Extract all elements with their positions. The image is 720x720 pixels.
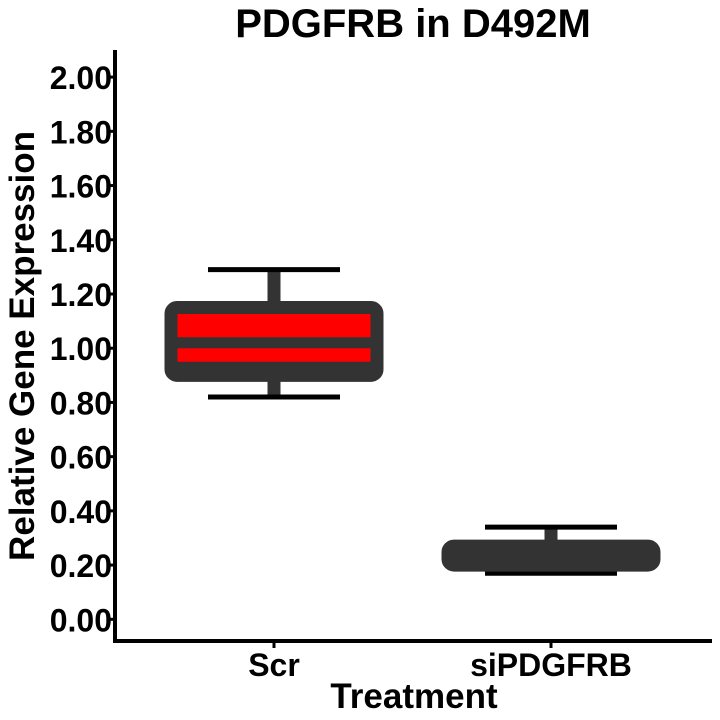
y-tick-label: 1.80 — [50, 114, 112, 150]
x-axis-ticks: Scr siPDGFRB — [248, 641, 632, 683]
y-tick-label: 1.60 — [50, 169, 112, 205]
y-tick-label: 0.00 — [50, 602, 112, 638]
plot-area — [164, 267, 661, 576]
y-tick-label: 0.20 — [50, 548, 112, 584]
y-axis-ticks: 0.00 0.20 0.40 0.60 0.80 1.00 1.20 1.40 1.60 1.80… — [50, 60, 115, 638]
y-tick-label: 2.00 — [50, 60, 112, 96]
x-axis-title: Treatment — [330, 677, 498, 716]
x-tick-label: Scr — [248, 647, 300, 683]
box-scr — [164, 267, 384, 400]
y-tick-label: 0.80 — [50, 385, 112, 421]
chart-title: PDGFRB in D492M — [235, 2, 591, 46]
x-tick-label: siPDGFRB — [470, 647, 632, 683]
y-tick-label: 1.40 — [50, 223, 112, 259]
y-tick-label: 0.40 — [50, 494, 112, 530]
y-tick-label: 0.60 — [50, 440, 112, 476]
y-axis-title: Relative Gene Expression — [3, 131, 42, 561]
y-tick-label: 1.00 — [50, 331, 112, 367]
y-tick-label: 1.20 — [50, 277, 112, 313]
box-sipdgfrb — [441, 524, 661, 576]
